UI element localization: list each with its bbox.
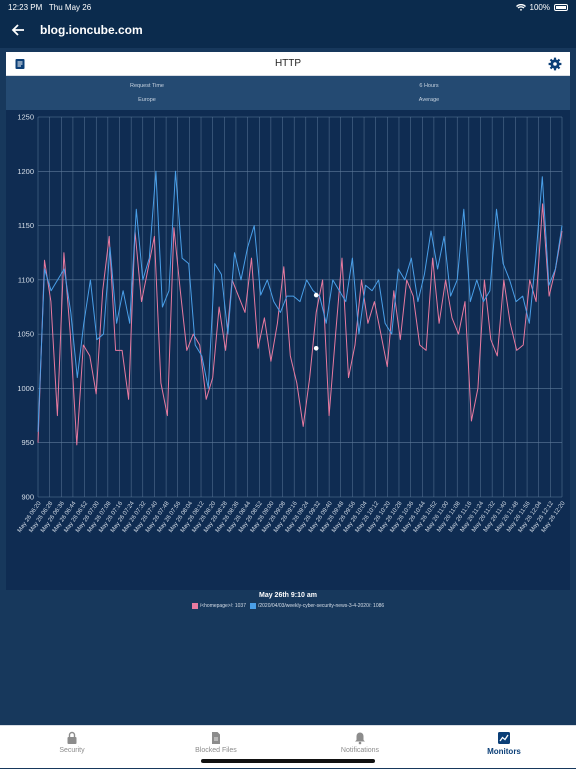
legend-label-article: /2020/04/03/weekly-cyber-security-news-3… <box>257 603 385 609</box>
legend-swatch-homepage <box>191 603 198 609</box>
y-tick-label: 950 <box>21 438 34 447</box>
tab-label-blocked-files: Blocked Files <box>195 747 237 754</box>
document-icon[interactable] <box>14 58 26 70</box>
bell-icon <box>355 732 365 745</box>
chart-legend: /<homepage>/: 1037 /2020/04/03/weekly-cy… <box>6 603 570 609</box>
y-tick-label: 1100 <box>18 275 34 284</box>
lock-icon <box>67 731 77 744</box>
legend-label-homepage: /<homepage>/: 1037 <box>199 603 246 609</box>
tab-security[interactable]: Security <box>0 726 144 769</box>
battery-percent: 100% <box>529 3 550 12</box>
card-header: HTTP <box>6 52 570 76</box>
y-tick-label: 900 <box>21 493 34 502</box>
legend-item-article[interactable]: /2020/04/03/weekly-cyber-security-news-3… <box>249 603 385 609</box>
y-tick-label: 1050 <box>17 330 34 339</box>
tab-blocked-files[interactable]: Blocked Files <box>144 726 288 769</box>
tab-label-monitors: Monitors <box>487 747 521 756</box>
meta-panel: Request Time Europe 6 Hours Average <box>6 76 570 110</box>
nav-bar: blog.ioncube.com <box>0 14 576 48</box>
selected-timestamp: May 26th 9:10 am <box>259 592 317 599</box>
legend-item-homepage[interactable]: /<homepage>/: 1037 <box>191 603 246 609</box>
meta-region[interactable]: Europe <box>138 97 156 103</box>
y-tick-label: 1150 <box>18 221 34 230</box>
gear-icon[interactable] <box>548 57 562 71</box>
card-title: HTTP <box>274 58 302 69</box>
meta-aggregate[interactable]: Average <box>418 97 440 103</box>
series-line-homepage <box>37 203 563 446</box>
site-title: blog.ioncube.com <box>40 23 143 37</box>
meta-period[interactable]: 6 Hours <box>419 83 439 89</box>
tab-monitors[interactable]: Monitors <box>432 726 576 769</box>
file-icon <box>212 732 220 744</box>
meta-request-time[interactable]: Request Time <box>130 83 164 89</box>
back-arrow-icon[interactable] <box>10 21 28 39</box>
home-indicator <box>201 759 375 763</box>
tab-bar: Security Blocked Files Notifications Mon… <box>0 725 576 768</box>
y-tick-label: 1200 <box>17 167 34 176</box>
y-tick-label: 1000 <box>17 384 34 393</box>
highlight-point-homepage <box>313 346 319 351</box>
chart-area[interactable]: 900 950 1000 1050 1100 1150 1200 1250 May 26 06:… <box>6 110 570 590</box>
battery-icon <box>554 4 568 11</box>
status-bar: 12:23 PM Thu May 26 100% <box>0 0 576 14</box>
tab-label-security: Security <box>59 747 85 754</box>
tab-label-notifications: Notifications <box>340 747 380 754</box>
legend-swatch-article <box>249 603 256 609</box>
highlight-point-article <box>313 292 319 298</box>
monitor-card: HTTP Request Time Europe 6 Hours Average… <box>6 52 570 725</box>
y-tick-label: 1250 <box>17 113 34 122</box>
wifi-icon <box>515 3 526 11</box>
chart-icon <box>498 732 510 744</box>
status-time: 12:23 PM Thu May 26 <box>8 3 92 12</box>
series-line-article <box>37 170 563 432</box>
status-right: 100% <box>515 3 568 12</box>
chart-caption: May 26th 9:10 am /<homepage>/: 1037 /202… <box>6 592 570 609</box>
tab-notifications[interactable]: Notifications <box>288 726 432 769</box>
